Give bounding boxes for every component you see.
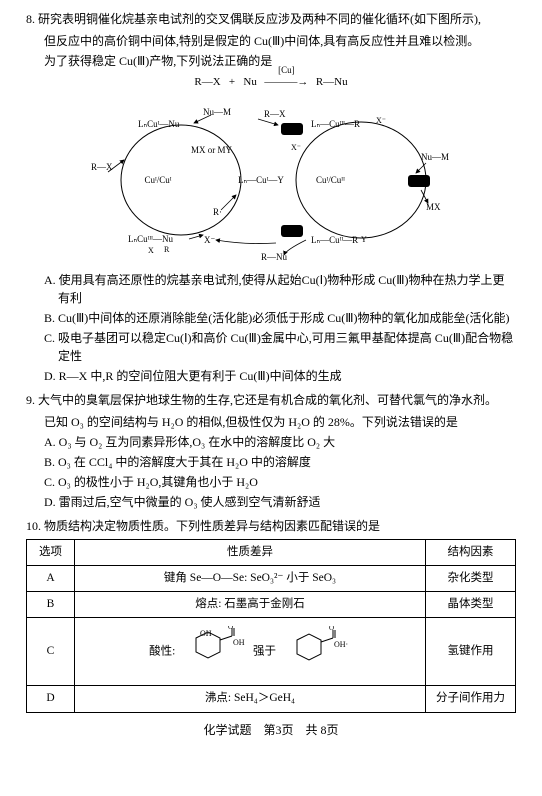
eq-rx: R—X — [194, 76, 220, 88]
table-row: A 键角 Se—O—Se: SeO₃²⁻ 小于 SeO₃ 杂化类型 — [27, 565, 516, 591]
q8-stem-line1: 8. 研究表明铜催化烷基亲电试剂的交叉偶联反应涉及两种不同的催化循环(如下图所示… — [26, 10, 516, 28]
q8-text1: 研究表明铜催化烷基亲电试剂的交叉偶联反应涉及两种不同的催化循环(如下图所示), — [38, 12, 481, 26]
svg-text:X⁻: X⁻ — [376, 116, 386, 125]
q10-text: 物质结构决定物质性质。下列性质差异与结构因素匹配错误的是 — [44, 519, 380, 533]
page-footer: 化学试题 第3页 共 8页 — [26, 721, 516, 739]
cell-opt-a: A — [27, 565, 75, 591]
q8-stem-line3: 为了获得稳定 Cu(Ⅲ)产物,下列说法正确的是 — [26, 52, 516, 70]
lbl-num2: Nu—M — [421, 152, 449, 162]
lbl-rx2: R—X — [264, 109, 286, 119]
q9-choice-d: D. 雷雨过后,空气中微量的 O₃ 使人感到空气清新舒适 — [40, 493, 516, 511]
q9-stem-line1: 9. 大气中的臭氧层保护地球生物的生存,它还是有机合成的氧化剂、可替代氯气的净水… — [26, 391, 516, 409]
q8-catalytic-cycle-diagram: LₙCuᴵ—Nu R—X Cuᴵ/Cuᴵ LₙCuᴵᴵᴵ—Nu MX or MY… — [86, 95, 456, 265]
salicylic-acid-icon: OH O OH — [178, 626, 250, 678]
benzoic-acid-icon: O OH· — [279, 626, 351, 678]
q10-number: 10. — [26, 519, 41, 533]
lbl-xminus: X⁻ — [204, 235, 215, 245]
lbl-rdot: R· — [213, 207, 222, 217]
table-row: C 酸性: OH O OH 强于 O OH· — [27, 618, 516, 686]
th-diff: 性质差异 — [75, 539, 426, 565]
lbl-mx: MX — [426, 202, 441, 212]
svg-text:OH: OH — [233, 638, 245, 647]
c-pre: 酸性: — [149, 645, 175, 657]
q8-number: 8. — [26, 12, 35, 26]
svg-text:X: X — [148, 246, 154, 255]
cell-factor-a: 杂化类型 — [426, 565, 516, 591]
cell-opt-c: C — [27, 618, 75, 686]
lbl-lncu1nu: LₙCuᴵ—Nu — [138, 119, 180, 129]
cell-factor-d: 分子间作用力 — [426, 686, 516, 712]
q9-choice-a: A. O₃ 与 O₂ 互为同素异形体,O₃ 在水中的溶解度比 O₂ 大 — [40, 433, 516, 451]
q8-choice-a: A. 使用具有高还原性的烷基亲电试剂,使得从起始Cu(Ⅰ)物种形成 Cu(Ⅲ)物… — [40, 271, 516, 307]
table-header-row: 选项 性质差异 结构因素 — [27, 539, 516, 565]
q8-stem-line2: 但反应中的高价铜中间体,特别是假定的 Cu(Ⅲ)中间体,具有高反应性并且难以检测… — [26, 32, 516, 50]
lbl-lncu3r: Lₙ—Cuᴵᴵᴵ—R — [311, 119, 360, 129]
lbl-lncu3nu: LₙCuᴵᴵᴵ—Nu — [128, 234, 173, 244]
svg-text:O: O — [329, 626, 334, 632]
cell-factor-c: 氢键作用 — [426, 618, 516, 686]
q9-choice-b: B. O₃ 在 CCl₄ 中的溶解度大于其在 H₂O 中的溶解度 — [40, 453, 516, 471]
lbl-cu1cu1: Cuᴵ/Cuᴵ — [144, 175, 171, 185]
cell-opt-b: B — [27, 592, 75, 618]
svg-text:R: R — [164, 245, 170, 254]
cell-diff-a: 键角 Se—O—Se: SeO₃²⁻ 小于 SeO₃ — [75, 565, 426, 591]
c-mid: 强于 — [253, 645, 276, 657]
svg-text:OH: OH — [200, 629, 212, 638]
eq-nu: Nu — [243, 76, 256, 88]
lbl-num1: Nu—M — [203, 107, 231, 117]
q9-text1: 大气中的臭氧层保护地球生物的生存,它还是有机合成的氧化剂、可替代氯气的净水剂。 — [38, 393, 497, 407]
cell-factor-b: 晶体类型 — [426, 592, 516, 618]
q8-choice-c: C. 吸电子基团可以稳定Cu(Ⅰ)和高价 Cu(Ⅲ)金属中心,可用三氟甲基配体提… — [40, 329, 516, 365]
cell-diff-b: 熔点: 石墨高于金刚石 — [75, 592, 426, 618]
question-9: 9. 大气中的臭氧层保护地球生物的生存,它还是有机合成的氧化剂、可替代氯气的净水… — [26, 391, 516, 511]
question-8: 8. 研究表明铜催化烷基亲电试剂的交叉偶联反应涉及两种不同的催化循环(如下图所示… — [26, 10, 516, 385]
q8-choice-b: B. Cu(Ⅲ)中间体的还原消除能垒(活化能)必须低于形成 Cu(Ⅲ)物种的氧化… — [40, 309, 516, 327]
lbl-rnu: R—Nu — [261, 252, 288, 262]
lbl-mxmy: MX or MY — [191, 145, 233, 155]
lbl-cu1cu2: Cuᴵ/Cuᴵᴵ — [316, 175, 345, 185]
question-10: 10. 物质结构决定物质性质。下列性质差异与结构因素匹配错误的是 选项 性质差异… — [26, 517, 516, 713]
lbl-lncu1y: Lₙ—Cuᴵ—Y — [238, 175, 284, 185]
th-option: 选项 — [27, 539, 75, 565]
cell-diff-c: 酸性: OH O OH 强于 O OH· — [75, 618, 426, 686]
q9-number: 9. — [26, 393, 35, 407]
q10-stem: 10. 物质结构决定物质性质。下列性质差异与结构因素匹配错误的是 — [26, 517, 516, 535]
q9-choice-c: C. O₃ 的极性小于 H₂O,其键角也小于 H₂O — [40, 473, 516, 491]
table-row: B 熔点: 石墨高于金刚石 晶体类型 — [27, 592, 516, 618]
svg-text:Y: Y — [361, 235, 367, 244]
eq-plus: + — [229, 76, 235, 88]
svg-text:O: O — [228, 626, 233, 631]
svg-text:X⁻: X⁻ — [291, 143, 301, 152]
lbl-lncu2r: Lₙ—Cuᴵᴵ—R — [311, 235, 358, 245]
q8-equation: R—X + Nu ———→ R—Nu — [26, 74, 516, 91]
eq-arrow: ———→ — [262, 74, 310, 91]
q9-stem-line2: 已知 O₃ 的空间结构与 H₂O 的相似,但极性仅为 H₂O 的 28%。下列说… — [26, 413, 516, 431]
table-row: D 沸点: SeH₄＞GeH₄ 分子间作用力 — [27, 686, 516, 712]
q8-choice-d: D. R—X 中,R 的空间位阻大更有利于 Cu(Ⅲ)中间体的生成 — [40, 367, 516, 385]
cell-opt-d: D — [27, 686, 75, 712]
svg-text:OH·: OH· — [334, 640, 348, 649]
eq-rnu: R—Nu — [316, 76, 348, 88]
cell-diff-d: 沸点: SeH₄＞GeH₄ — [75, 686, 426, 712]
th-factor: 结构因素 — [426, 539, 516, 565]
q10-table: 选项 性质差异 结构因素 A 键角 Se—O—Se: SeO₃²⁻ 小于 SeO… — [26, 539, 516, 713]
